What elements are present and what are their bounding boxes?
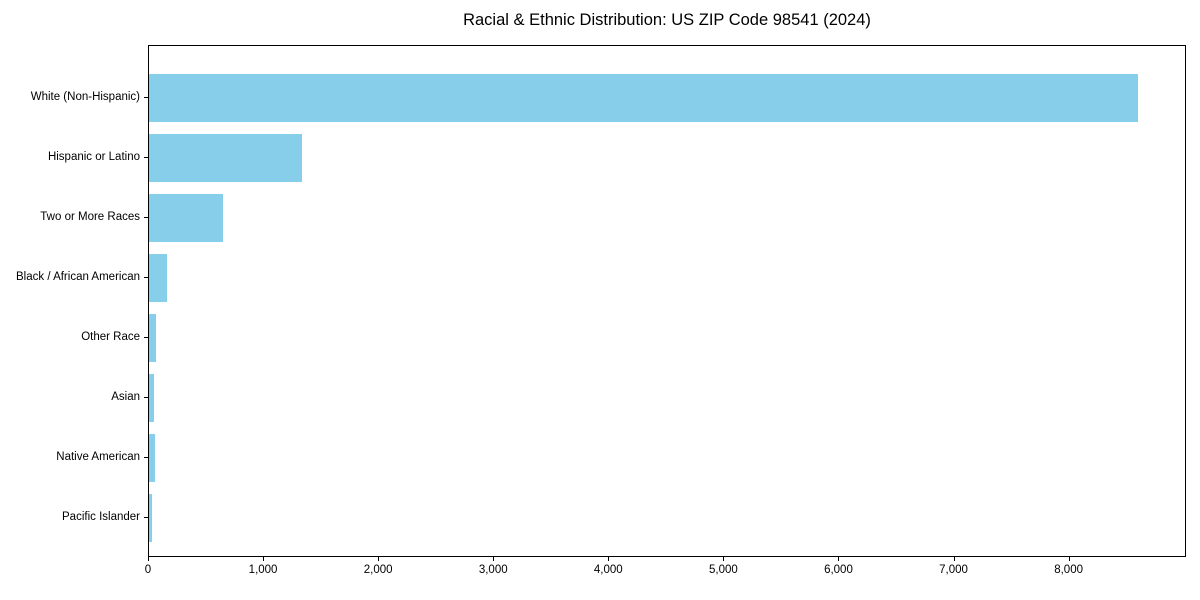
x-axis-tick bbox=[608, 557, 610, 561]
bar bbox=[149, 194, 223, 242]
x-axis-label: 5,000 bbox=[708, 564, 738, 576]
y-axis-tick bbox=[144, 157, 148, 158]
y-axis-label: Pacific Islander bbox=[62, 511, 140, 523]
x-axis-tick bbox=[493, 557, 495, 561]
x-axis-tick bbox=[1068, 557, 1070, 561]
x-axis-label: 1,000 bbox=[248, 564, 278, 576]
x-axis-label: 2,000 bbox=[363, 564, 393, 576]
bar bbox=[149, 254, 167, 302]
y-axis-label: Hispanic or Latino bbox=[47, 151, 140, 163]
y-axis-label: Two or More Races bbox=[40, 211, 140, 223]
y-axis-label: White (Non-Hispanic) bbox=[30, 91, 140, 103]
x-axis-label: 8,000 bbox=[1054, 564, 1083, 576]
y-axis-tick bbox=[144, 337, 148, 338]
y-axis-label: Native American bbox=[56, 451, 140, 463]
bar bbox=[149, 134, 302, 182]
x-axis-label: 3,000 bbox=[478, 564, 508, 576]
x-axis-tick bbox=[263, 557, 265, 561]
bar bbox=[149, 374, 154, 422]
plot-area bbox=[148, 45, 1186, 557]
x-axis-tick bbox=[838, 557, 840, 561]
x-axis-label: 6,000 bbox=[824, 564, 853, 576]
x-axis-label: 7,000 bbox=[939, 564, 968, 576]
bar bbox=[149, 314, 156, 362]
y-axis-tick bbox=[144, 97, 148, 98]
y-axis-tick bbox=[144, 457, 148, 458]
x-axis-label: 4,000 bbox=[593, 564, 623, 576]
x-axis-label: 0 bbox=[144, 564, 152, 576]
x-axis-tick bbox=[953, 557, 955, 561]
x-axis-tick bbox=[378, 557, 380, 561]
y-axis-label: Asian bbox=[111, 391, 140, 403]
y-axis-tick bbox=[144, 277, 148, 278]
bar bbox=[149, 494, 152, 542]
y-axis-tick bbox=[144, 217, 148, 218]
x-axis-tick bbox=[723, 557, 725, 561]
bar bbox=[149, 74, 1138, 122]
x-axis-tick bbox=[148, 557, 149, 561]
y-axis-label: Black / African American bbox=[16, 271, 140, 283]
bar bbox=[149, 434, 155, 482]
y-axis-label: Other Race bbox=[81, 331, 140, 343]
chart-title: Racial & Ethnic Distribution: US ZIP Cod… bbox=[463, 11, 871, 29]
y-axis-tick bbox=[144, 517, 148, 518]
y-axis-tick bbox=[144, 397, 148, 398]
